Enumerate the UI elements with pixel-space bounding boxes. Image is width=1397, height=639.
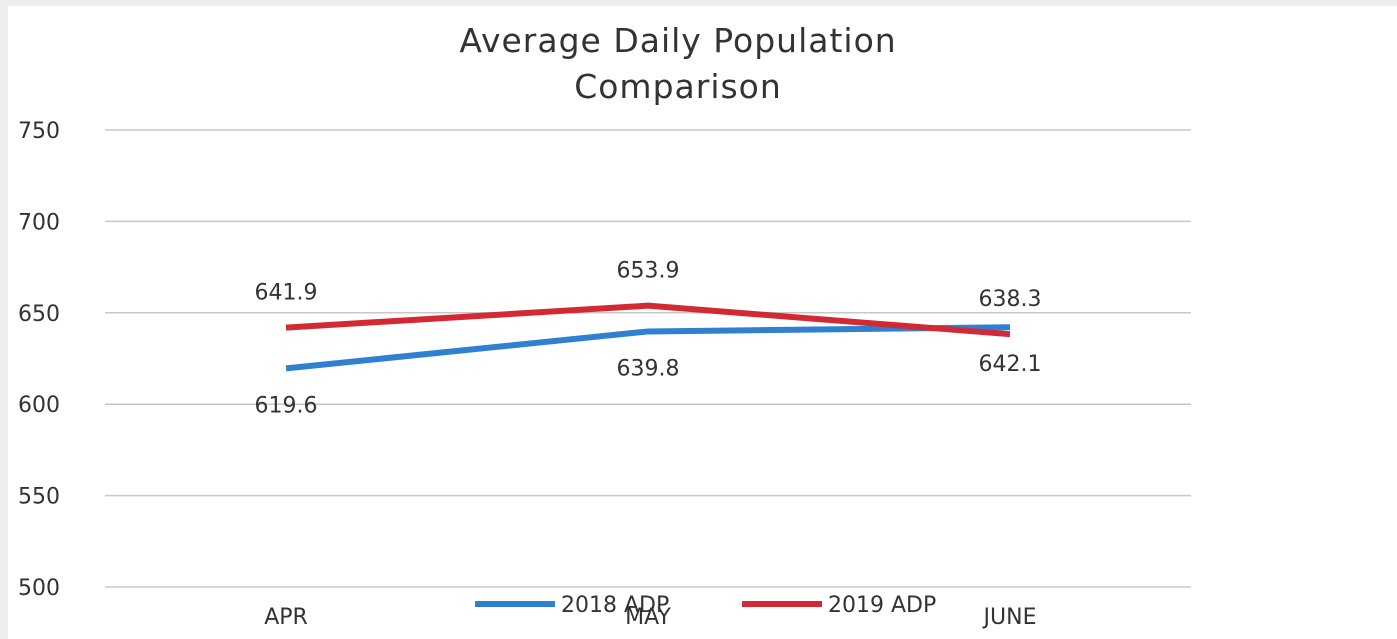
chart-area: 500 550 600 650 700 750 APR MAY JUNE 619.6 639.8 64… [8, 6, 1397, 639]
data-label: 653.9 [617, 259, 680, 284]
y-tick-label: 750 [18, 119, 60, 144]
chart: 500 550 600 650 700 750 APR MAY JUNE 619.6 639.8 64… [18, 119, 1191, 630]
x-tick-label: MAY [625, 605, 671, 630]
legend-label: 2018 ADP [561, 593, 669, 618]
data-label: 639.8 [617, 356, 680, 381]
series-line [285, 302, 1011, 338]
data-label: 619.6 [255, 393, 318, 418]
legend-label: 2019 ADP [828, 593, 936, 618]
x-tick-label: JUNE [982, 605, 1037, 630]
data-label: 638.3 [979, 287, 1042, 312]
data-label: 642.1 [979, 352, 1042, 377]
x-tick-label: APR [264, 605, 308, 630]
y-tick-label: 600 [18, 393, 60, 418]
y-tick-label: 700 [18, 210, 60, 235]
series-line [285, 324, 1011, 372]
y-tick-label: 650 [18, 302, 60, 327]
y-tick-label: 500 [18, 576, 60, 601]
data-label: 641.9 [255, 281, 318, 306]
y-tick-label: 550 [18, 485, 60, 510]
chart-title: Average Daily Population Comparison [459, 21, 897, 106]
